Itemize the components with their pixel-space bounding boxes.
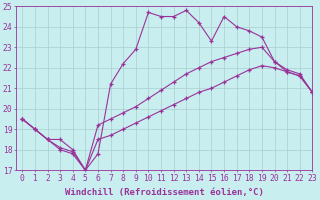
X-axis label: Windchill (Refroidissement éolien,°C): Windchill (Refroidissement éolien,°C) [65,188,264,197]
